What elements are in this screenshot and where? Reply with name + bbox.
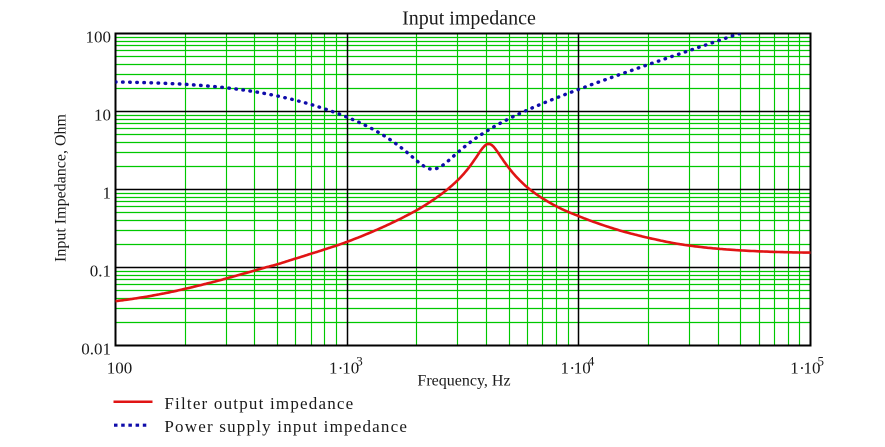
svg-text:1: 1 bbox=[103, 184, 112, 203]
svg-text:Input impedance: Input impedance bbox=[402, 8, 536, 30]
svg-text:0.01: 0.01 bbox=[81, 340, 111, 359]
svg-text:1: 1 bbox=[790, 359, 799, 378]
svg-text:100: 100 bbox=[86, 28, 112, 47]
svg-text:0.1: 0.1 bbox=[90, 262, 111, 281]
svg-text:Frequency, Hz: Frequency, Hz bbox=[417, 372, 510, 389]
svg-text:10: 10 bbox=[94, 106, 111, 125]
svg-text:3: 3 bbox=[356, 353, 363, 368]
svg-text:Power supply input impedance: Power supply input impedance bbox=[164, 417, 408, 436]
svg-text:10: 10 bbox=[574, 359, 591, 378]
svg-text:1: 1 bbox=[561, 359, 570, 378]
svg-text:10: 10 bbox=[342, 359, 359, 378]
svg-text:100: 100 bbox=[107, 359, 133, 378]
svg-text:·: · bbox=[569, 359, 575, 378]
svg-text:1: 1 bbox=[329, 359, 338, 378]
svg-text:4: 4 bbox=[588, 353, 595, 368]
svg-text:Filter output impedance: Filter output impedance bbox=[164, 394, 354, 413]
svg-text:10: 10 bbox=[804, 359, 821, 378]
svg-text:·: · bbox=[799, 359, 805, 378]
svg-text:Input Impedance, Ohm: Input Impedance, Ohm bbox=[53, 113, 70, 262]
svg-text:·: · bbox=[338, 359, 344, 378]
svg-text:5: 5 bbox=[818, 353, 825, 368]
